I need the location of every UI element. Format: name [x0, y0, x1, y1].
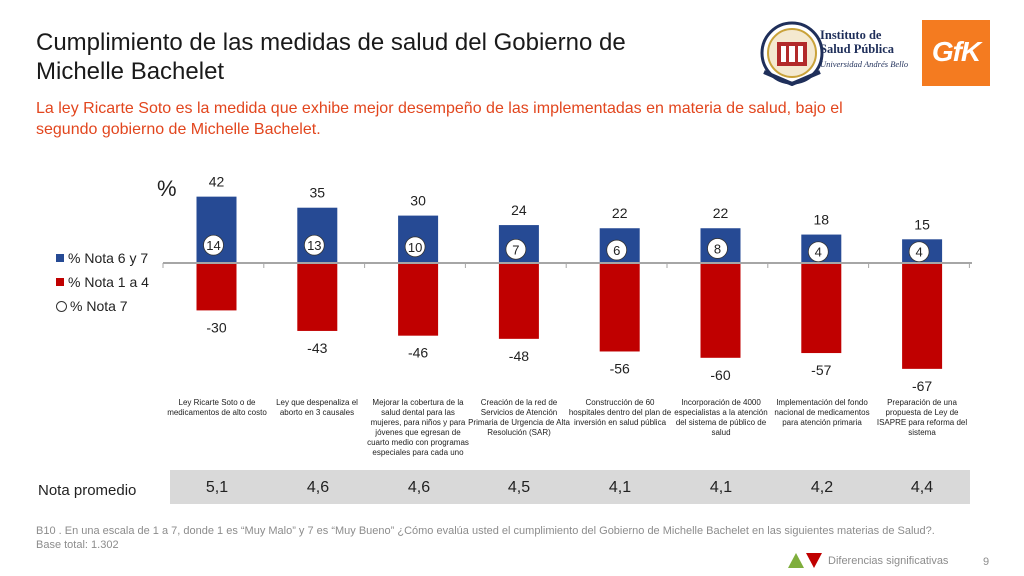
legend-item-nota-1-4: % Nota 1 a 4	[56, 270, 149, 294]
data-label-negative: -30	[206, 319, 226, 335]
data-label-positive: 15	[914, 216, 930, 232]
data-label-positive: 18	[814, 212, 830, 228]
bar-nota-1-4	[902, 263, 943, 369]
category-label: Construcción de 60 hospitales dentro del…	[568, 398, 672, 427]
nota-7-marker	[303, 234, 325, 256]
nota-promedio-value: 5,1	[205, 479, 229, 496]
bar-nota-1-4	[700, 263, 741, 358]
category-label: Mejorar la cobertura de la salud dental …	[367, 398, 469, 457]
data-label-negative: -56	[610, 360, 630, 376]
bar-chart: 42 -30 14 35 -43 13 30 -46 10 24 -48 7 22 -56 6 22 -60 8 1…	[162, 174, 972, 394]
data-label-nota-7: 4	[815, 245, 822, 260]
triangle-down-icon	[806, 553, 822, 568]
data-label-negative: -67	[912, 378, 932, 394]
chart-legend: % Nota 6 y 7 % Nota 1 a 4 % Nota 7	[56, 246, 149, 318]
nota-promedio-value: 4,1	[608, 479, 632, 496]
legend-item-nota-7: % Nota 7	[56, 294, 149, 318]
data-label-positive: 42	[209, 174, 225, 190]
nota-7-marker	[707, 238, 728, 259]
category-label: Implementación del fondo nacional de med…	[774, 398, 870, 427]
isp-logo	[760, 21, 824, 86]
legend-item-nota-6-7: % Nota 6 y 7	[56, 246, 149, 270]
data-label-negative: -48	[509, 348, 529, 364]
data-label-nota-7: 13	[307, 238, 321, 253]
data-label-nota-7: 10	[408, 240, 422, 255]
nota-promedio-value: 4,5	[507, 479, 531, 496]
gfk-logo: GfK	[922, 20, 990, 86]
data-label-negative: -43	[307, 340, 327, 356]
bar-nota-1-4	[801, 263, 842, 354]
nota-promedio-value: 4,1	[709, 479, 733, 496]
nota-promedio-value: 4,6	[407, 479, 431, 496]
chart-unit-label: %	[157, 176, 177, 201]
significance-label: Diferencias significativas	[828, 554, 949, 567]
isp-line-3: Universidad Andrés Bello	[820, 59, 909, 69]
category-label: Ley que despenaliza el aborto en 3 causa…	[276, 398, 358, 417]
bar-nota-1-4	[498, 263, 539, 339]
page-number: 9	[983, 556, 990, 568]
gfk-logo-text: GfK	[931, 36, 981, 67]
data-label-nota-7: 4	[915, 245, 922, 260]
bar-nota-1-4	[196, 263, 237, 311]
category-label: Ley Ricarte Soto o de medicamentos de al…	[167, 398, 267, 417]
legend-label: % Nota 7	[70, 298, 128, 314]
isp-line-1: Instituto de	[820, 28, 882, 42]
legend-swatch-blue	[56, 254, 64, 262]
nota-promedio-value: 4,2	[810, 479, 834, 496]
bar-nota-1-4	[398, 263, 439, 336]
nota-7-marker	[807, 241, 829, 263]
data-label-negative: -60	[710, 367, 730, 383]
nota-7-marker	[908, 241, 930, 263]
data-label-positive: 35	[310, 185, 326, 201]
legend-circle-icon	[56, 300, 67, 312]
nota-7-marker	[606, 239, 628, 261]
bar-nota-1-4	[297, 263, 338, 331]
page-subtitle: La ley Ricarte Soto es la medida que exh…	[36, 100, 843, 138]
footnote-base: Base total: 1.302	[36, 539, 119, 551]
data-label-nota-7: 7	[512, 242, 519, 257]
nota-promedio-value: 4,6	[306, 479, 330, 496]
nota-7-marker	[404, 236, 426, 258]
data-label-negative: -46	[408, 345, 428, 361]
isp-logo-text: Instituto de Salud Pública Universidad A…	[820, 28, 908, 71]
category-label: Preparación de una propuesta de Ley de I…	[876, 398, 968, 437]
data-label-positive: 30	[410, 193, 426, 209]
data-label-positive: 24	[511, 202, 527, 218]
category-label: Incorporación de 4000 especialistas a la…	[674, 398, 768, 437]
footnote: B10 . En una escala de 1 a 7, donde 1 es…	[36, 524, 976, 552]
isp-line-2: Salud Pública	[820, 42, 894, 56]
legend-label: % Nota 6 y 7	[68, 250, 149, 266]
legend-swatch-red	[56, 278, 64, 286]
data-label-nota-7: 8	[714, 241, 721, 256]
data-label-nota-7: 6	[613, 243, 620, 258]
nota-7-marker	[505, 238, 527, 260]
bar-nota-1-4	[599, 263, 640, 352]
significance-legend: Diferencias significativas	[788, 553, 948, 568]
nota-promedio-bar	[170, 470, 970, 504]
data-label-positive: 22	[713, 205, 729, 221]
nota-promedio-label: Nota promedio	[38, 482, 137, 499]
data-label-nota-7: 14	[206, 238, 220, 253]
data-label-negative: -57	[811, 362, 831, 378]
nota-7-marker	[203, 234, 224, 256]
nota-promedio-value: 4,4	[910, 479, 934, 496]
category-label: Creación de la red de Servicios de Atenc…	[468, 398, 570, 437]
triangle-up-icon	[788, 553, 804, 568]
footnote-question: B10 . En una escala de 1 a 7, donde 1 es…	[36, 525, 935, 537]
page-title: Cumplimiento de las medidas de salud del…	[36, 29, 626, 85]
legend-label: % Nota 1 a 4	[68, 274, 149, 290]
data-label-positive: 22	[612, 205, 628, 221]
